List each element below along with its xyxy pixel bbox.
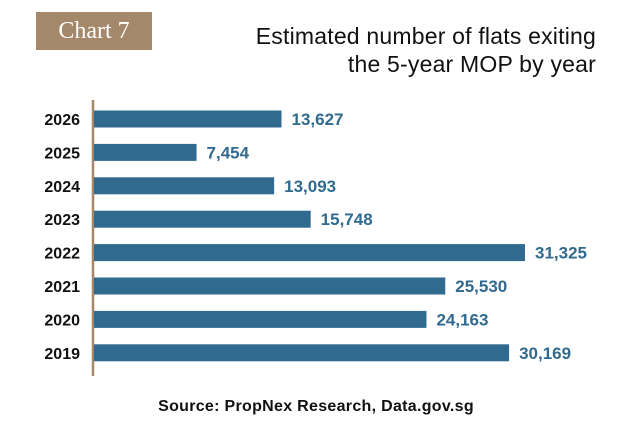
bar-2020 xyxy=(94,310,427,328)
y-tick-label: 2022 xyxy=(44,246,80,263)
chart-number-label: Chart 7 xyxy=(58,18,130,44)
bar-2022 xyxy=(94,244,525,262)
y-tick-label: 2019 xyxy=(44,346,80,363)
data-label-2025: 7,454 xyxy=(207,143,250,162)
chart-title-line-2: the 5-year MOP by year xyxy=(347,51,596,77)
bar-2024 xyxy=(94,177,275,195)
data-label-2022: 31,325 xyxy=(535,244,587,263)
y-tick-label: 2023 xyxy=(44,212,80,229)
bar-2021 xyxy=(94,277,446,295)
chart-number-badge: Chart 7 xyxy=(36,12,152,50)
bar-2025 xyxy=(94,143,197,161)
chart-title: Estimated number of flats exiting the 5-… xyxy=(256,22,596,78)
chart-source: Source: PropNex Research, Data.gov.sg xyxy=(158,398,474,415)
bar-2019 xyxy=(94,344,510,362)
data-label-2026: 13,627 xyxy=(291,110,343,129)
y-tick-label: 2026 xyxy=(44,112,80,129)
y-tick-label: 2020 xyxy=(44,312,80,329)
data-label-2019: 30,169 xyxy=(519,344,571,363)
y-tick-label: 2021 xyxy=(44,279,80,296)
data-label-2024: 13,093 xyxy=(284,177,336,196)
chart-title-line-1: Estimated number of flats exiting xyxy=(255,23,596,49)
bar-2026 xyxy=(94,110,282,128)
data-label-2020: 24,163 xyxy=(436,310,488,329)
y-tick-label: 2025 xyxy=(44,145,80,162)
y-tick-label: 2024 xyxy=(44,179,80,196)
bar-2023 xyxy=(94,210,311,228)
data-label-2021: 25,530 xyxy=(455,277,507,296)
data-label-2023: 15,748 xyxy=(321,210,373,229)
